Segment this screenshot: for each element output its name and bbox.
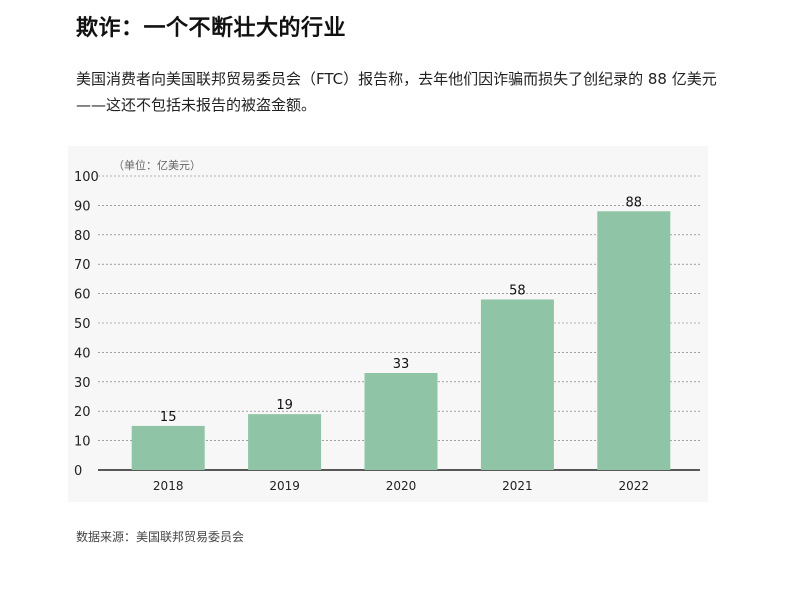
y-tick-label-10: 10 bbox=[74, 435, 91, 450]
chart-title: 欺诈：一个不断壮大的行业 bbox=[76, 16, 347, 41]
bar-value-label-2018: 15 bbox=[160, 410, 177, 425]
x-tick-label-2019: 2019 bbox=[269, 479, 300, 493]
y-tick-label-60: 60 bbox=[74, 288, 91, 303]
y-tick-label-50: 50 bbox=[74, 317, 91, 332]
bar-value-label-2019: 19 bbox=[276, 398, 293, 413]
y-tick-label-80: 80 bbox=[74, 229, 91, 244]
chart-subtitle: 美国消费者向美国联邦贸易委员会（FTC）报告称，去年他们因诈骗而损失了创纪录的 … bbox=[76, 70, 717, 114]
bar-2019 bbox=[248, 414, 322, 470]
chart-panel: 0 10 20 30 40 50 60 70 80 90 100 15 2018 19 2019 33 2020… bbox=[68, 146, 708, 502]
unit-label: （单位：亿美元） bbox=[113, 159, 201, 172]
y-tick-label-20: 20 bbox=[74, 405, 91, 420]
y-tick-label-40: 40 bbox=[74, 346, 91, 361]
y-tick-label-70: 70 bbox=[74, 258, 91, 273]
y-tick-label-0: 0 bbox=[74, 464, 82, 479]
x-tick-label-2021: 2021 bbox=[502, 479, 533, 493]
source-note: 数据来源：美国联邦贸易委员会 bbox=[76, 530, 245, 544]
bar-2022 bbox=[597, 211, 671, 470]
bar-2018 bbox=[131, 425, 205, 470]
bar-value-label-2021: 58 bbox=[509, 283, 526, 298]
x-tick-label-2018: 2018 bbox=[153, 479, 184, 493]
bar-value-label-2020: 33 bbox=[393, 357, 410, 372]
y-tick-label-30: 30 bbox=[74, 376, 91, 391]
bar-2021 bbox=[480, 299, 554, 470]
y-tick-label-100: 100 bbox=[74, 170, 99, 185]
bar-chart: 0 10 20 30 40 50 60 70 80 90 100 15 2018 19 2019 33 2020… bbox=[74, 170, 700, 493]
y-tick-label-90: 90 bbox=[74, 199, 91, 214]
x-tick-label-2022: 2022 bbox=[619, 479, 650, 493]
bar-value-label-2022: 88 bbox=[626, 195, 643, 210]
x-tick-label-2020: 2020 bbox=[386, 479, 417, 493]
bar-2020 bbox=[364, 372, 438, 470]
